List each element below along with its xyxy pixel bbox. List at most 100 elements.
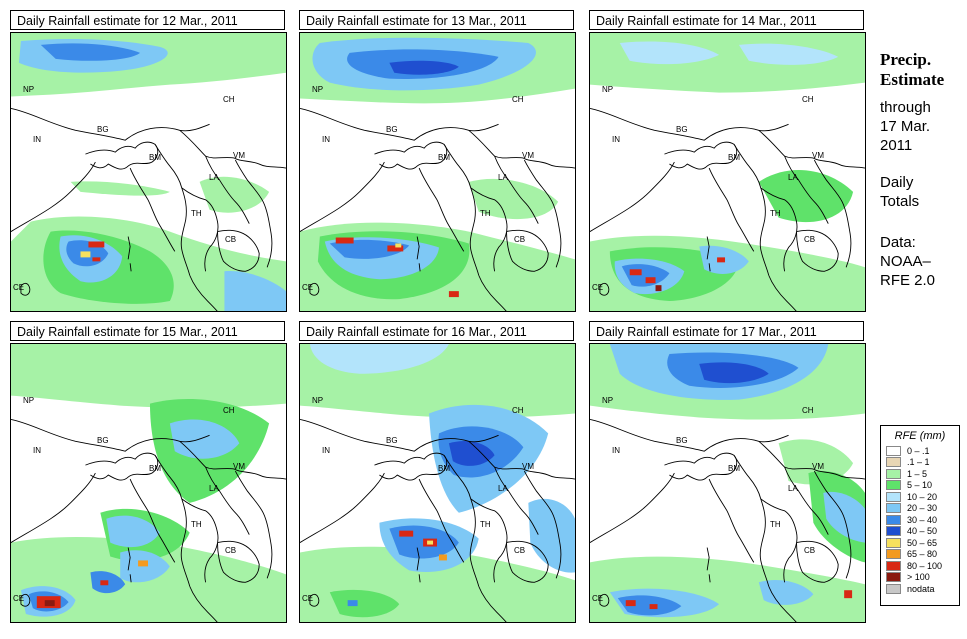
label-ce: CE <box>302 594 314 603</box>
legend-swatch <box>886 468 901 479</box>
data-source: Data: NOAA– RFE 2.0 <box>880 233 935 290</box>
label-cb: CB <box>514 546 526 555</box>
legend-entry: .1 – 1 <box>881 457 959 469</box>
label-th: TH <box>191 520 202 529</box>
label-bg: BG <box>97 436 109 445</box>
label-cb: CB <box>225 235 237 244</box>
legend-swatch <box>886 537 901 548</box>
label-ce: CE <box>13 594 25 603</box>
label-la: LA <box>788 484 798 493</box>
label-la: LA <box>209 173 219 182</box>
label-in: IN <box>33 446 41 455</box>
legend-entry: 50 – 65 <box>881 537 959 549</box>
label-bm: BM <box>438 464 450 473</box>
label-vm: VM <box>522 462 534 471</box>
legend-label: 5 – 10 <box>907 480 933 491</box>
label-bm: BM <box>149 464 161 473</box>
label-th: TH <box>770 520 781 529</box>
legend-entry: nodata <box>881 583 959 595</box>
label-ce: CE <box>302 283 314 292</box>
legend-swatch <box>886 560 901 571</box>
label-vm: VM <box>812 462 824 471</box>
legend-swatch <box>886 503 901 514</box>
label-vm: VM <box>233 151 245 160</box>
label-np: NP <box>312 85 324 94</box>
date-line1: 17 Mar. <box>880 118 931 135</box>
legend-entry: 10 – 20 <box>881 491 959 503</box>
rainfall-map: NP CH IN BG BM VM LA TH CB CE <box>299 343 576 623</box>
label-bg: BG <box>97 125 109 134</box>
label-bg: BG <box>386 125 398 134</box>
label-np: NP <box>23 396 35 405</box>
label-in: IN <box>612 446 620 455</box>
legend-label: 65 – 80 <box>907 549 938 560</box>
legend-title: RFE (mm) <box>894 430 946 442</box>
label-ce: CE <box>592 283 604 292</box>
label-ch: CH <box>512 406 524 415</box>
legend-swatch <box>886 514 901 525</box>
label-ch: CH <box>802 406 814 415</box>
panel-title: Daily Rainfall estimate for 14 Mar., 201… <box>589 10 864 30</box>
label-vm: VM <box>522 151 534 160</box>
label-th: TH <box>480 209 491 218</box>
map-panel-17-mar: Daily Rainfall estimate for 17 Mar., 201… <box>589 321 866 624</box>
title-line1: Precip. <box>880 50 932 69</box>
legend-entry: 1 – 5 <box>881 468 959 480</box>
legend-swatch <box>886 549 901 560</box>
legend-entry: 80 – 100 <box>881 560 959 572</box>
map-panel-13-mar: Daily Rainfall estimate for 13 Mar., 201… <box>299 10 576 313</box>
rainfall-map: NP CH IN BG BM VM LA TH CB CE <box>10 343 287 623</box>
label-ch: CH <box>223 95 235 104</box>
label-cb: CB <box>225 546 237 555</box>
label-th: TH <box>770 209 781 218</box>
label-bm: BM <box>149 153 161 162</box>
through-text: through 17 Mar. 2011 <box>880 98 931 155</box>
label-bg: BG <box>386 436 398 445</box>
label-in: IN <box>322 135 330 144</box>
legend-label: 80 – 100 <box>907 560 943 571</box>
label-ce: CE <box>13 283 25 292</box>
legend-entry: 65 – 80 <box>881 549 959 561</box>
label-bg: BG <box>676 436 688 445</box>
legend-entry: > 100 <box>881 572 959 584</box>
map-panel-15-mar: Daily Rainfall estimate for 15 Mar., 201… <box>10 321 287 624</box>
daily-totals: Daily Totals <box>880 173 919 211</box>
rainfall-map: NP CH IN BG BM VM LA TH CB CE <box>299 32 576 312</box>
label-np: NP <box>23 85 35 94</box>
label-np: NP <box>312 396 324 405</box>
label-cb: CB <box>804 546 816 555</box>
through-label: through <box>880 99 931 116</box>
label-ch: CH <box>512 95 524 104</box>
legend-swatch <box>886 572 901 583</box>
label-th: TH <box>191 209 202 218</box>
rainfall-map: NP CH IN BG BM VM LA TH CB CE <box>10 32 287 312</box>
legend-label: 20 – 30 <box>907 503 938 514</box>
legend-label: 10 – 20 <box>907 491 938 502</box>
legend-swatch <box>886 457 901 468</box>
map-panel-12-mar: Daily Rainfall estimate for 12 Mar., 201… <box>10 10 287 313</box>
legend-label: .1 – 1 <box>907 457 930 468</box>
label-bm: BM <box>728 464 740 473</box>
legend-label: 40 – 50 <box>907 526 938 537</box>
label-bg: BG <box>676 125 688 134</box>
totals-label: Totals <box>880 193 920 210</box>
legend-swatch <box>886 583 901 594</box>
legend-label: 1 – 5 <box>907 468 928 479</box>
date-line2: 2011 <box>880 137 913 154</box>
label-in: IN <box>612 135 620 144</box>
label-cb: CB <box>804 235 816 244</box>
legend-label: 50 – 65 <box>907 537 938 548</box>
legend-label: 0 – .1 <box>907 445 930 456</box>
label-ch: CH <box>223 406 235 415</box>
label-la: LA <box>498 484 508 493</box>
legend-label: > 100 <box>907 572 930 583</box>
label-np: NP <box>602 85 614 94</box>
label-th: TH <box>480 520 491 529</box>
label-ch: CH <box>802 95 814 104</box>
label-cb: CB <box>514 235 526 244</box>
panel-title: Daily Rainfall estimate for 12 Mar., 201… <box>10 10 285 30</box>
map-panel-14-mar: Daily Rainfall estimate for 14 Mar., 201… <box>589 10 866 313</box>
legend-swatch <box>886 526 901 537</box>
rainfall-map: NP CH IN BG BM VM LA TH CB CE <box>589 343 866 623</box>
